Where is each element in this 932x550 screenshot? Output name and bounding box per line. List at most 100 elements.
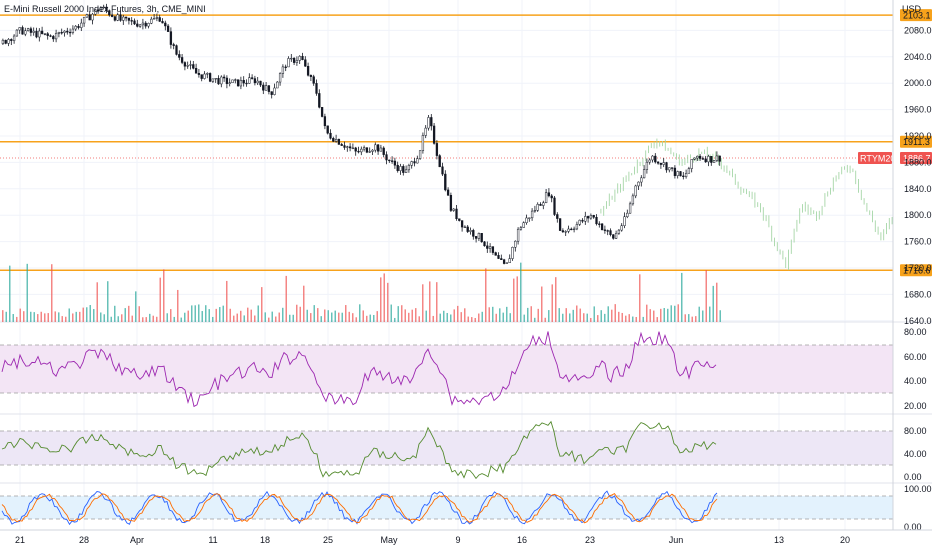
candle-body (267, 85, 271, 92)
volume-bar (611, 309, 613, 322)
volume-bar (457, 305, 459, 322)
candle-body (365, 147, 369, 153)
candle-body (430, 117, 433, 127)
candle-body (385, 154, 388, 161)
candle-body (141, 22, 145, 26)
candle-body (155, 17, 159, 19)
candle-body (309, 75, 313, 77)
indicator-band (0, 345, 893, 393)
candle-body (315, 83, 318, 94)
volume-bar (691, 316, 693, 322)
candle-body (620, 225, 623, 231)
indicator-tick-label: 0.00 (904, 472, 922, 482)
candle-body (60, 32, 63, 34)
volume-bar (37, 314, 39, 322)
candle-body (472, 230, 475, 237)
candle-body (225, 77, 229, 84)
time-axis[interactable]: 21 28 Apr 11 18 25 May 9 16 23 Jun 13 20 (15, 535, 850, 545)
candle-body (390, 160, 394, 162)
candle-body (152, 18, 156, 20)
candle-body (603, 229, 607, 231)
price-tick-label: 1680.0 (904, 289, 932, 299)
candle-body (208, 73, 212, 82)
volume-bar (26, 263, 28, 322)
volume-bar (170, 309, 172, 322)
candle-body (522, 222, 525, 228)
volume-bar (502, 312, 504, 322)
price-axis[interactable]: 2080.0 2040.0 2000.0 1960.0 1920.0 1880.0 1840… (904, 25, 932, 325)
volume-bar (597, 315, 599, 322)
candle-body (1, 39, 5, 44)
candle-body (446, 189, 450, 196)
volume-bar (40, 311, 42, 322)
indicator-lines: 80.00 60.00 40.00 20.00 80.00 40.00 0.00 100.00… (1, 327, 932, 532)
candle-body (304, 59, 307, 67)
candle-body (502, 259, 506, 264)
volume-bar (618, 311, 620, 322)
candle-body (525, 217, 528, 223)
volume-bar (247, 307, 249, 322)
volume-bar (348, 311, 350, 322)
candle-body (413, 161, 416, 164)
volume-bar (152, 315, 154, 322)
candle-body (477, 233, 481, 239)
candle-body (346, 146, 349, 148)
volume-bar (121, 314, 123, 322)
volume-bar (443, 310, 445, 322)
candle-body (337, 138, 341, 145)
candle-body (388, 159, 391, 162)
candle-body (264, 85, 268, 91)
time-tick-label: 25 (323, 535, 333, 545)
volume-bar (299, 306, 301, 322)
candle-body (21, 27, 24, 35)
candle-body (250, 77, 254, 79)
candle-body (684, 173, 688, 177)
candle-body (382, 147, 385, 155)
candle-body (497, 255, 500, 259)
volume-bar (166, 313, 168, 322)
candle-body (701, 158, 705, 160)
volume-bar (261, 287, 263, 322)
candle-body (206, 73, 209, 75)
candle-body (74, 25, 77, 30)
candle-body (276, 81, 279, 89)
volume-bar (432, 315, 434, 322)
candle-body (320, 107, 324, 117)
indicator-tick-label: 80.00 (904, 327, 927, 337)
candle-body (715, 155, 719, 161)
volume-bar (107, 281, 109, 322)
candle-body (189, 64, 192, 66)
indicator-tick-label: 0.00 (904, 522, 922, 532)
volume-bar (33, 312, 35, 322)
volume-bar (61, 316, 63, 322)
candle-body (474, 236, 478, 239)
candle-body (200, 74, 203, 79)
volume-bar (415, 308, 417, 322)
candle-body (508, 258, 511, 263)
candle-body (298, 56, 301, 61)
candle-body (514, 240, 517, 248)
candle-body (668, 167, 671, 171)
volume-bar (303, 285, 305, 322)
volume-bar (233, 315, 235, 322)
symbol-badge (858, 151, 892, 164)
volume-bar (292, 314, 294, 322)
volume-bar (138, 306, 140, 322)
volume-bar (23, 311, 25, 322)
volume-bar (663, 308, 665, 322)
candle-body (533, 210, 537, 212)
volume-bar (429, 281, 431, 322)
volume-bar (583, 313, 585, 322)
volume-bar (159, 277, 161, 322)
candle-body (242, 79, 245, 84)
candle-body (217, 78, 220, 85)
time-tick-label: 16 (517, 535, 527, 545)
candlestick-series (1, 3, 721, 265)
candle-body (186, 65, 189, 67)
candle-body (7, 39, 10, 44)
volume-bar (474, 317, 476, 322)
candle-body (690, 159, 693, 169)
candle-body (248, 77, 251, 84)
